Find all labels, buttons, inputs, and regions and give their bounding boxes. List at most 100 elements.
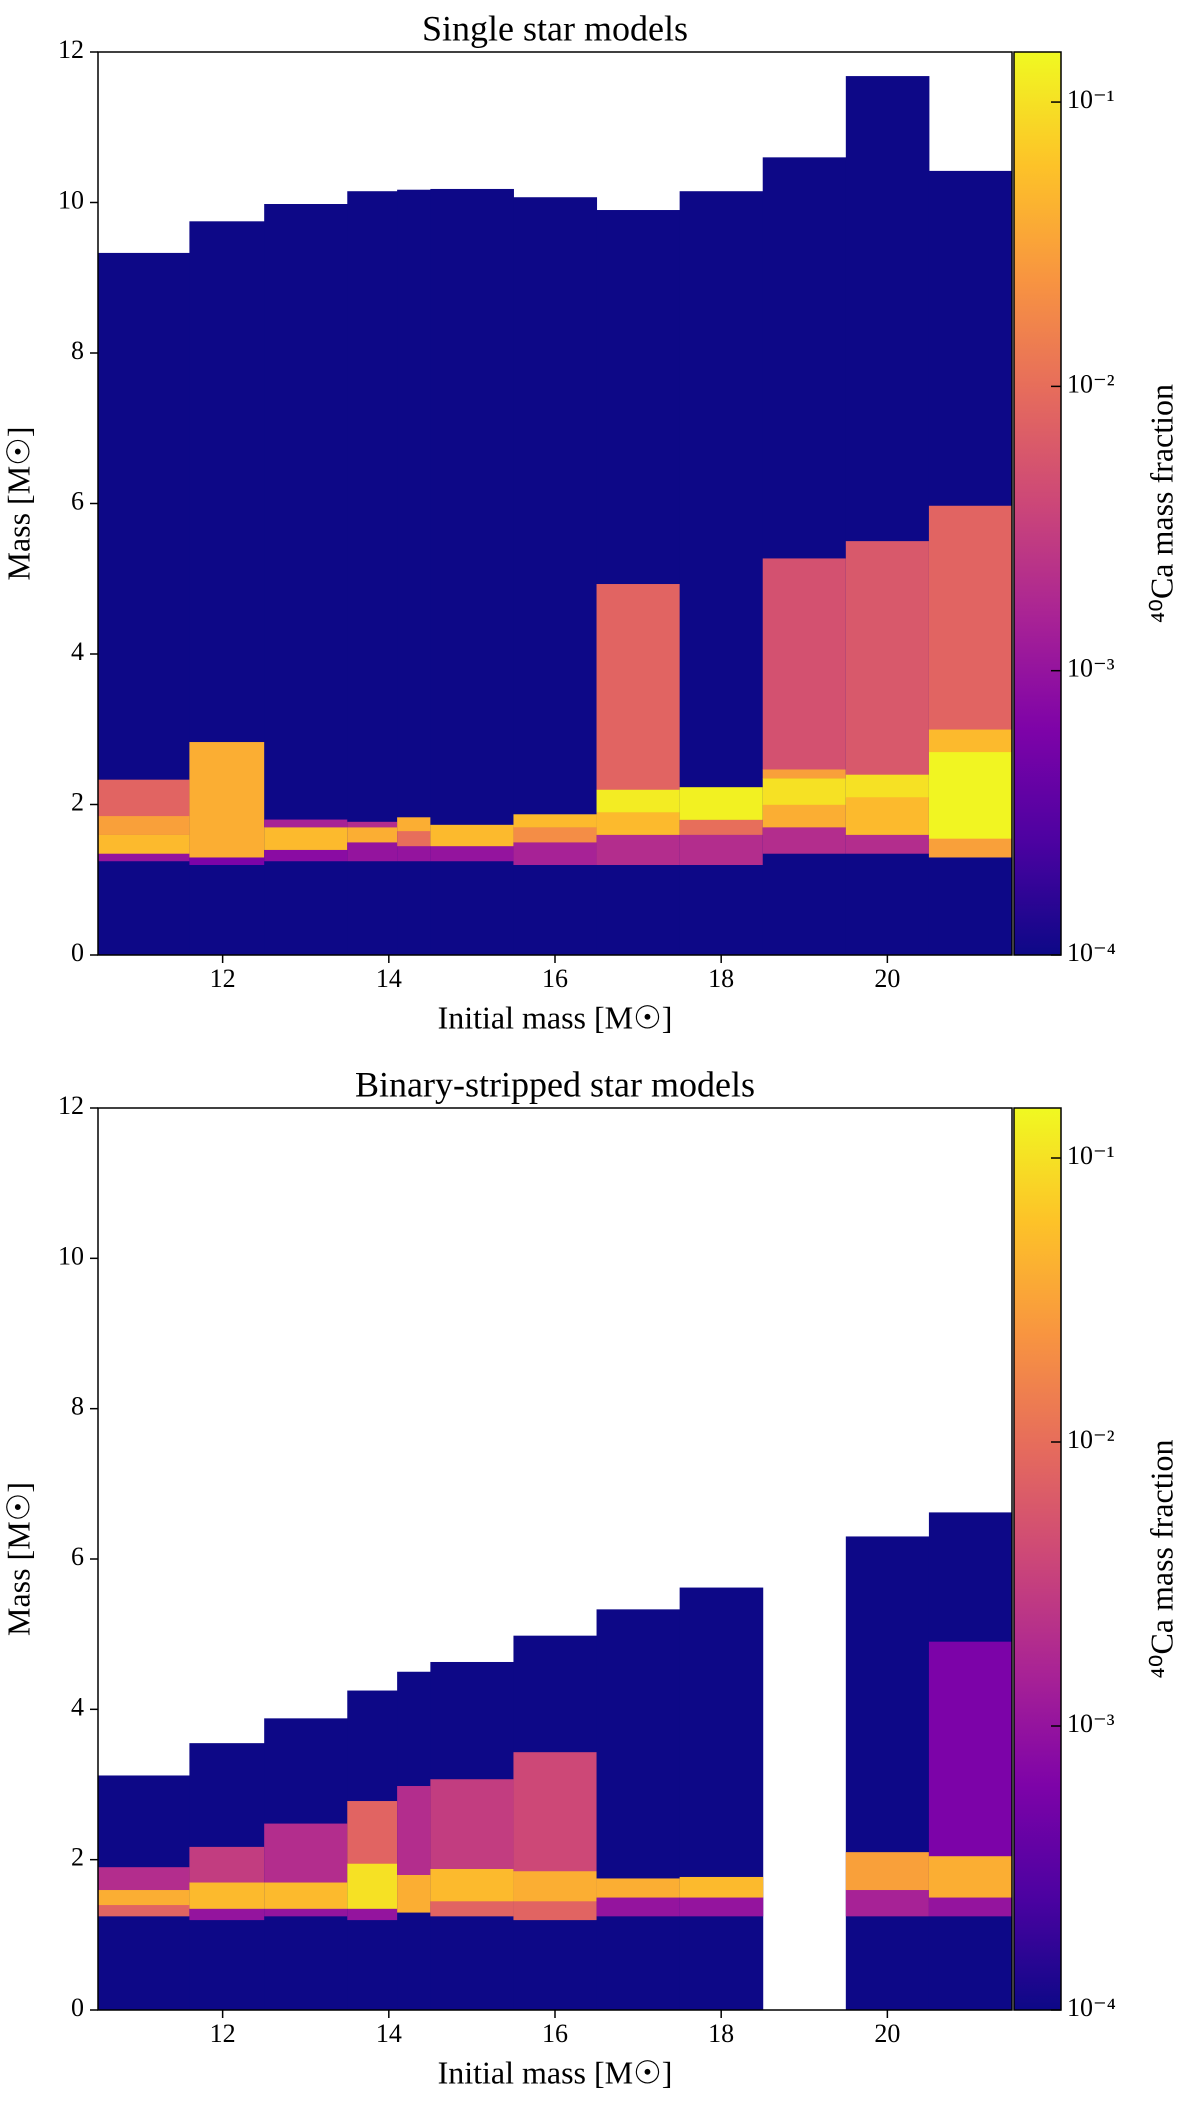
colorbar-tick-label: 10⁻³	[1067, 654, 1115, 683]
x-axis-label: Initial mass [M☉]	[438, 2054, 673, 2090]
x-tick-label: 14	[376, 2019, 402, 2048]
layer	[98, 815, 190, 835]
layer	[397, 845, 431, 862]
layer	[762, 558, 847, 770]
layer	[928, 505, 1013, 730]
x-tick-label: 20	[874, 2019, 900, 2048]
layer	[98, 1904, 190, 1917]
x-tick-label: 20	[874, 964, 900, 993]
x-tick-label: 12	[210, 2019, 236, 2048]
x-tick-label: 16	[542, 964, 568, 993]
layer	[430, 1901, 514, 1917]
layer	[928, 1897, 1013, 1917]
y-tick-label: 4	[71, 637, 84, 666]
layer	[679, 819, 764, 835]
layer	[762, 827, 847, 854]
layer	[98, 834, 190, 854]
layer	[845, 1852, 930, 1891]
layer	[98, 1867, 190, 1891]
y-tick-label: 4	[71, 1692, 84, 1721]
layer	[596, 584, 681, 790]
y-tick-label: 8	[71, 1392, 84, 1421]
layer	[596, 789, 681, 813]
y-tick-label: 12	[58, 1091, 84, 1120]
layer	[928, 838, 1013, 858]
layer	[189, 1846, 265, 1883]
x-tick-label: 16	[542, 2019, 568, 2048]
colorbar-tick-label: 10⁻¹	[1067, 85, 1115, 114]
layer	[928, 751, 1013, 839]
layer	[189, 857, 265, 865]
column	[596, 1609, 681, 2010]
chart-title: Binary-stripped star models	[355, 1064, 755, 1104]
layer	[189, 1882, 265, 1909]
y-tick-label: 2	[71, 1843, 84, 1872]
layer	[845, 1889, 930, 1917]
y-tick-label: 6	[71, 486, 84, 515]
layer	[347, 827, 398, 843]
column	[845, 1536, 930, 2010]
layer	[397, 817, 431, 832]
colorbar-label: ⁴⁰Ca mass fraction	[1143, 1439, 1179, 1678]
y-tick-label: 0	[71, 938, 84, 967]
x-tick-label: 18	[708, 964, 734, 993]
x-tick-label: 18	[708, 2019, 734, 2048]
layer	[347, 1801, 398, 1864]
layer	[679, 1897, 764, 1917]
y-tick-label: 6	[71, 1542, 84, 1571]
layer	[845, 774, 930, 798]
layer	[928, 1855, 1013, 1898]
layer	[347, 842, 398, 862]
layer	[264, 849, 348, 862]
x-tick-label: 14	[376, 964, 402, 993]
layer	[264, 1823, 348, 1883]
colorbar-tick-label: 10⁻⁴	[1067, 938, 1116, 967]
y-tick-label: 10	[58, 1241, 84, 1270]
x-axis-label: Initial mass [M☉]	[438, 999, 673, 1035]
layer	[679, 1876, 764, 1898]
layer	[98, 779, 190, 817]
y-tick-label: 0	[71, 1993, 84, 2022]
layer	[347, 821, 398, 828]
colorbar-tick-label: 10⁻²	[1067, 1425, 1115, 1454]
colorbar-tick-label: 10⁻⁴	[1067, 1993, 1116, 2022]
layer	[928, 729, 1013, 753]
layer	[347, 1863, 398, 1909]
layer	[596, 812, 681, 835]
layer	[596, 1897, 681, 1917]
layer	[189, 742, 265, 858]
y-tick-label: 2	[71, 787, 84, 816]
layer	[762, 804, 847, 828]
layer	[845, 541, 930, 775]
layer	[264, 1882, 348, 1909]
layer	[845, 834, 930, 854]
layer	[679, 834, 764, 865]
chart-title: Single star models	[422, 8, 688, 48]
layer	[430, 824, 514, 847]
layer	[397, 830, 431, 847]
layer	[513, 1752, 598, 1872]
layer	[98, 1889, 190, 1906]
y-tick-label: 12	[58, 35, 84, 64]
layer	[928, 1641, 1013, 1857]
layer	[679, 787, 764, 820]
layer	[397, 1786, 431, 1875]
layer	[430, 1868, 514, 1902]
layer	[264, 819, 348, 828]
layer	[596, 834, 681, 865]
colorbar-tick-label: 10⁻¹	[1067, 1141, 1115, 1170]
layer	[513, 842, 598, 865]
layer	[762, 769, 847, 779]
layer	[98, 853, 190, 862]
layer	[762, 778, 847, 805]
layer	[513, 827, 598, 843]
x-tick-label: 12	[210, 964, 236, 993]
column	[679, 1587, 764, 2010]
layer	[264, 1908, 348, 1917]
colorbar-label: ⁴⁰Ca mass fraction	[1143, 384, 1179, 623]
colorbar	[1013, 51, 1062, 956]
layer	[513, 1901, 598, 1921]
colorbar	[1013, 1107, 1062, 2011]
